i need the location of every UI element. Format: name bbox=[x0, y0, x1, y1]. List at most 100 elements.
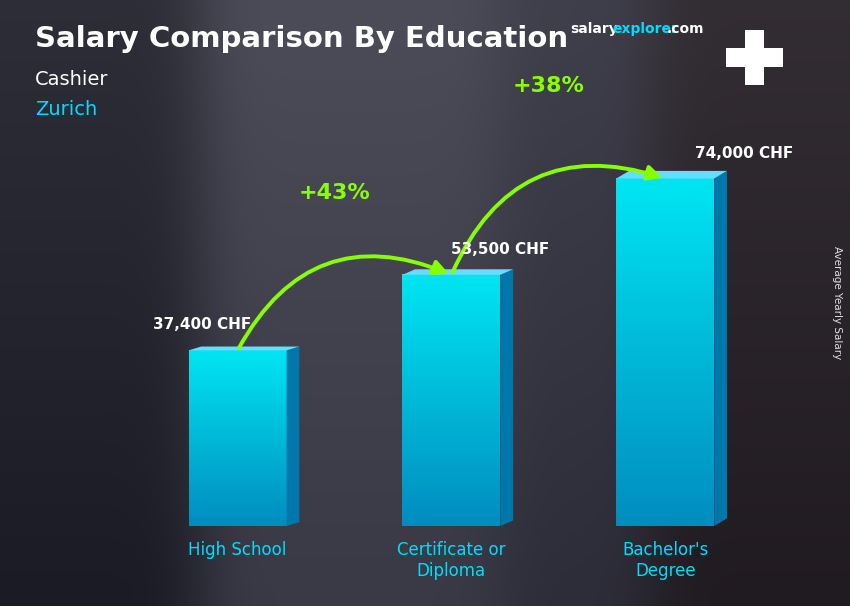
Bar bbox=[402, 450, 501, 454]
Bar bbox=[616, 191, 714, 196]
Bar bbox=[402, 375, 501, 378]
Bar bbox=[189, 499, 286, 502]
Bar bbox=[616, 487, 714, 491]
Bar bbox=[189, 374, 286, 377]
Bar bbox=[616, 299, 714, 304]
Polygon shape bbox=[286, 347, 299, 526]
Bar bbox=[189, 517, 286, 519]
Bar bbox=[616, 469, 714, 474]
Bar bbox=[616, 504, 714, 508]
Bar bbox=[189, 493, 286, 495]
Bar bbox=[189, 471, 286, 473]
Bar bbox=[616, 435, 714, 439]
Bar bbox=[189, 453, 286, 456]
Bar bbox=[616, 226, 714, 231]
Bar bbox=[726, 48, 783, 67]
Bar bbox=[189, 459, 286, 462]
Bar bbox=[616, 482, 714, 487]
Bar bbox=[402, 428, 501, 432]
Bar bbox=[402, 281, 501, 284]
Bar bbox=[616, 330, 714, 335]
Bar bbox=[189, 512, 286, 515]
Bar bbox=[616, 187, 714, 191]
Bar bbox=[402, 378, 501, 382]
Bar bbox=[189, 436, 286, 438]
Bar bbox=[616, 443, 714, 448]
Bar bbox=[189, 427, 286, 430]
Bar bbox=[402, 409, 501, 413]
Bar bbox=[402, 472, 501, 476]
Bar bbox=[616, 317, 714, 322]
Bar bbox=[616, 491, 714, 496]
Bar bbox=[616, 508, 714, 513]
Bar bbox=[402, 390, 501, 394]
Bar bbox=[189, 387, 286, 390]
Bar bbox=[189, 383, 286, 385]
Bar bbox=[616, 339, 714, 344]
Bar bbox=[402, 459, 501, 463]
Bar bbox=[402, 403, 501, 407]
Bar bbox=[402, 350, 501, 353]
Bar bbox=[189, 514, 286, 517]
Bar bbox=[189, 448, 286, 451]
Bar bbox=[189, 506, 286, 508]
Bar bbox=[616, 287, 714, 291]
Bar bbox=[616, 382, 714, 387]
Bar bbox=[189, 394, 286, 396]
Bar bbox=[616, 291, 714, 296]
Bar bbox=[616, 387, 714, 391]
Bar bbox=[402, 504, 501, 507]
Bar bbox=[616, 417, 714, 422]
Text: 53,500 CHF: 53,500 CHF bbox=[451, 242, 550, 257]
Bar bbox=[402, 344, 501, 347]
Bar bbox=[402, 413, 501, 416]
Bar bbox=[616, 321, 714, 326]
Text: High School: High School bbox=[189, 541, 286, 559]
Bar bbox=[402, 278, 501, 281]
Bar bbox=[189, 401, 286, 403]
Bar bbox=[189, 411, 286, 414]
Bar bbox=[402, 305, 501, 309]
Bar bbox=[402, 463, 501, 467]
Bar bbox=[189, 391, 286, 395]
Bar bbox=[402, 347, 501, 350]
Bar bbox=[616, 278, 714, 283]
Bar bbox=[189, 477, 286, 480]
Bar bbox=[616, 221, 714, 226]
Text: salary: salary bbox=[570, 22, 618, 36]
Bar bbox=[616, 182, 714, 187]
Bar bbox=[402, 510, 501, 513]
Bar bbox=[189, 425, 286, 427]
Bar bbox=[616, 252, 714, 257]
Bar bbox=[189, 524, 286, 526]
Bar bbox=[189, 458, 286, 460]
Bar bbox=[616, 204, 714, 209]
Bar bbox=[616, 230, 714, 235]
Bar bbox=[189, 484, 286, 487]
Polygon shape bbox=[189, 347, 299, 350]
Bar bbox=[745, 30, 764, 85]
Bar bbox=[402, 328, 501, 331]
Bar bbox=[402, 287, 501, 290]
Bar bbox=[189, 396, 286, 399]
Bar bbox=[402, 315, 501, 319]
Bar bbox=[402, 340, 501, 344]
Bar bbox=[616, 256, 714, 261]
Bar bbox=[616, 461, 714, 465]
Bar bbox=[402, 331, 501, 335]
Bar bbox=[189, 398, 286, 401]
Text: Average Yearly Salary: Average Yearly Salary bbox=[832, 247, 842, 359]
Bar bbox=[616, 178, 714, 183]
Bar bbox=[189, 356, 286, 359]
Bar bbox=[616, 217, 714, 222]
Bar bbox=[616, 325, 714, 330]
Bar bbox=[402, 422, 501, 425]
Bar bbox=[189, 486, 286, 488]
Bar bbox=[402, 284, 501, 287]
Bar bbox=[189, 508, 286, 511]
Bar bbox=[616, 200, 714, 205]
Bar bbox=[616, 239, 714, 244]
Bar bbox=[616, 304, 714, 309]
Bar bbox=[616, 261, 714, 265]
Bar bbox=[616, 347, 714, 352]
